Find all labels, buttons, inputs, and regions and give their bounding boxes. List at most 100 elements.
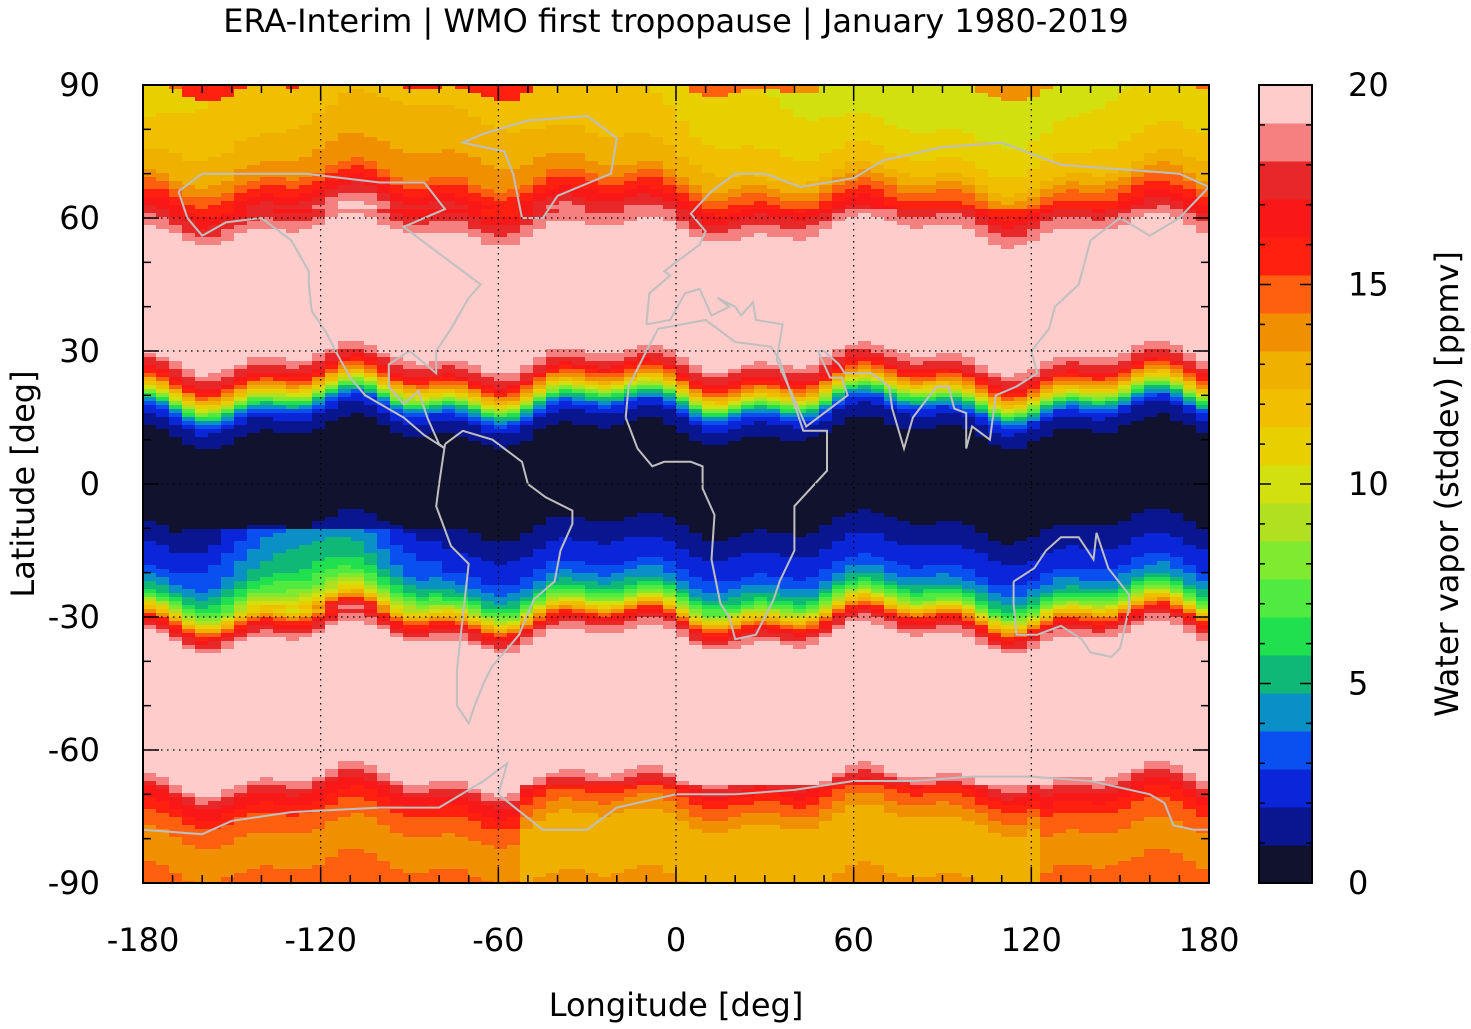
field-cell xyxy=(1183,321,1197,326)
field-cell xyxy=(377,193,391,198)
field-cell xyxy=(1014,277,1028,282)
field-cell xyxy=(169,141,183,146)
field-cell xyxy=(897,133,911,138)
field-cell xyxy=(832,321,846,326)
field-cell xyxy=(676,153,690,158)
field-cell xyxy=(533,189,547,194)
field-cell xyxy=(546,225,560,230)
field-cell xyxy=(455,113,469,118)
field-cell xyxy=(559,157,573,162)
field-cell xyxy=(806,325,820,330)
field-cell xyxy=(975,209,989,214)
field-cell xyxy=(819,145,833,150)
field-cell xyxy=(572,169,586,174)
field-cell xyxy=(247,113,261,118)
field-cell xyxy=(156,257,170,262)
field-cell xyxy=(182,313,196,318)
field-cell xyxy=(689,181,703,186)
field-cell xyxy=(1170,161,1184,166)
field-cell xyxy=(767,133,781,138)
field-cell xyxy=(195,141,209,146)
field-cell xyxy=(650,129,664,134)
field-cell xyxy=(741,121,755,126)
field-cell xyxy=(611,225,625,230)
field-cell xyxy=(650,169,664,174)
field-cell xyxy=(1170,309,1184,314)
field-cell xyxy=(1027,101,1041,106)
field-cell xyxy=(1131,225,1145,230)
field-cell xyxy=(520,249,534,254)
field-cell xyxy=(780,181,794,186)
field-cell xyxy=(975,153,989,158)
field-cell xyxy=(429,209,443,214)
field-cell xyxy=(416,273,430,278)
field-cell xyxy=(1196,225,1209,230)
field-cell xyxy=(949,297,963,302)
field-cell xyxy=(468,181,482,186)
field-cell xyxy=(364,317,378,322)
field-cell xyxy=(169,209,183,214)
field-cell xyxy=(1131,265,1145,270)
field-cell xyxy=(806,305,820,310)
field-cell xyxy=(1014,153,1028,158)
field-cell xyxy=(221,129,235,134)
field-cell xyxy=(1183,169,1197,174)
field-cell xyxy=(364,189,378,194)
field-cell xyxy=(637,121,651,126)
field-cell xyxy=(1183,133,1197,138)
field-cell xyxy=(507,241,521,246)
field-cell xyxy=(975,101,989,106)
field-cell xyxy=(1092,281,1106,286)
field-cell xyxy=(156,233,170,238)
field-cell xyxy=(286,233,300,238)
field-cell xyxy=(975,169,989,174)
field-cell xyxy=(455,185,469,190)
field-cell xyxy=(1118,117,1132,122)
field-cell xyxy=(299,89,313,94)
field-cell xyxy=(832,277,846,282)
field-cell xyxy=(1131,237,1145,242)
field-cell xyxy=(1079,289,1093,294)
field-cell xyxy=(234,165,248,170)
field-cell xyxy=(403,189,417,194)
field-cell xyxy=(702,301,716,306)
field-cell xyxy=(975,325,989,330)
field-cell xyxy=(1053,317,1067,322)
field-cell xyxy=(429,213,443,218)
field-cell xyxy=(377,129,391,134)
field-cell xyxy=(364,281,378,286)
field-cell xyxy=(676,317,690,322)
field-cell xyxy=(351,145,365,150)
field-cell xyxy=(910,325,924,330)
field-cell xyxy=(416,197,430,202)
field-cell xyxy=(910,109,924,114)
field-cell xyxy=(611,161,625,166)
field-cell xyxy=(429,233,443,238)
field-cell xyxy=(234,85,248,90)
field-cell xyxy=(819,85,833,90)
field-cell xyxy=(1014,105,1028,110)
field-cell xyxy=(637,261,651,266)
field-cell xyxy=(247,241,261,246)
field-cell xyxy=(312,141,326,146)
field-cell xyxy=(468,137,482,142)
field-cell xyxy=(1118,249,1132,254)
field-cell xyxy=(533,133,547,138)
field-cell xyxy=(234,229,248,234)
field-cell xyxy=(637,161,651,166)
field-cell xyxy=(637,97,651,102)
field-cell xyxy=(221,197,235,202)
field-cell xyxy=(1092,157,1106,162)
field-cell xyxy=(208,205,222,210)
field-cell xyxy=(858,293,872,298)
field-cell xyxy=(884,233,898,238)
field-cell xyxy=(741,261,755,266)
field-cell xyxy=(533,109,547,114)
field-cell xyxy=(624,325,638,330)
field-cell xyxy=(871,265,885,270)
field-cell xyxy=(286,101,300,106)
field-cell xyxy=(728,197,742,202)
field-cell xyxy=(689,177,703,182)
field-cell xyxy=(299,293,313,298)
field-cell xyxy=(871,261,885,266)
